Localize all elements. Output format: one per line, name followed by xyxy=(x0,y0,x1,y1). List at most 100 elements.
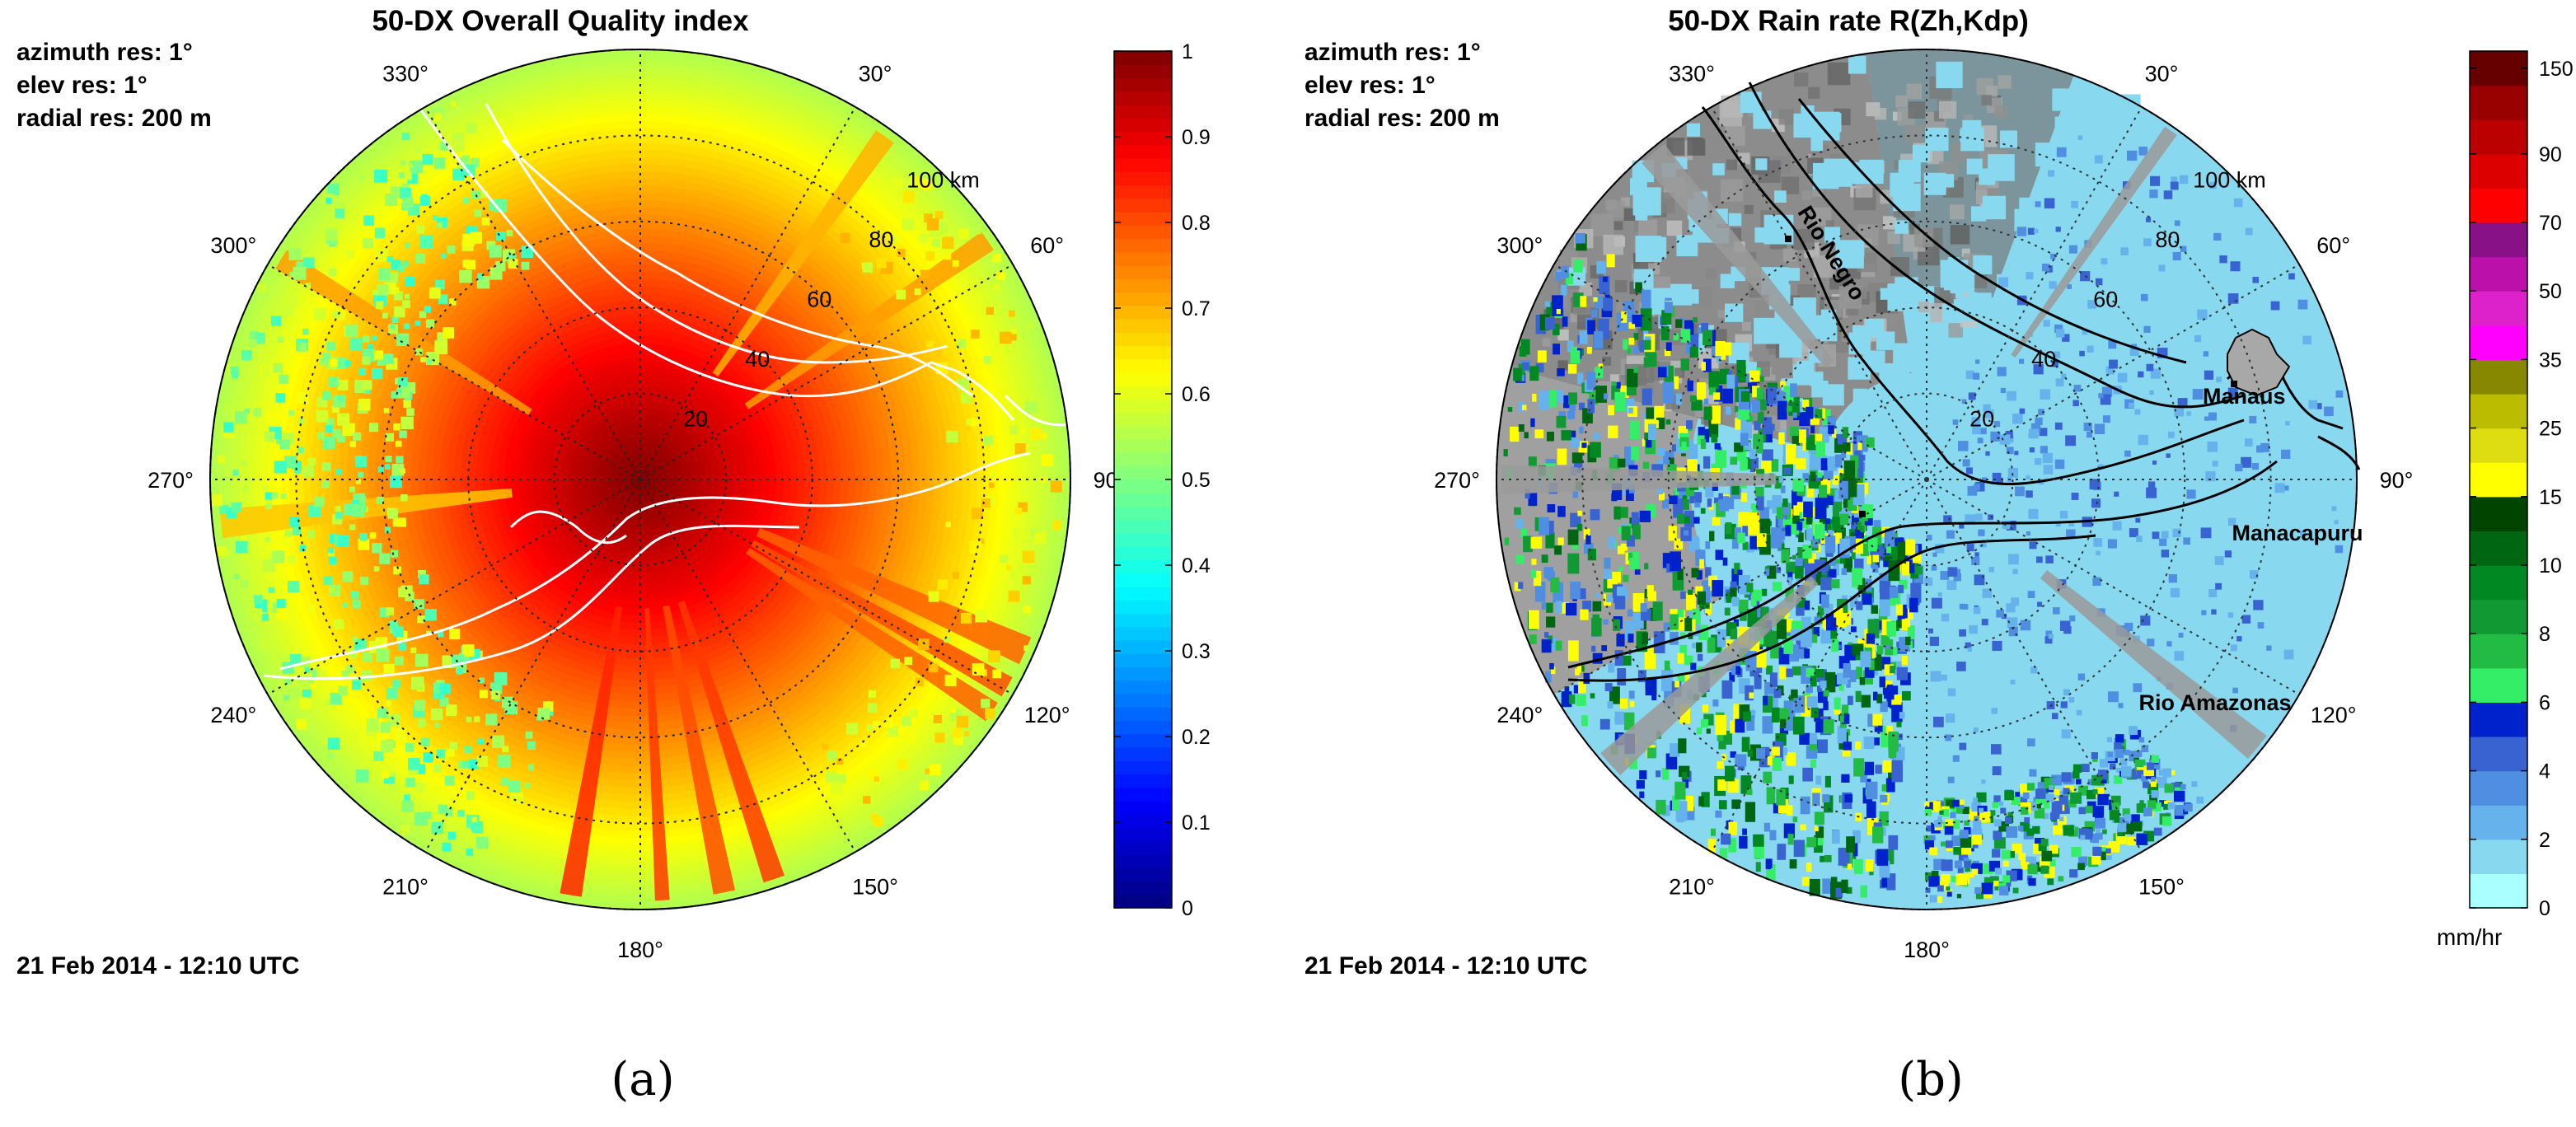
terrain-pixel xyxy=(1855,180,1873,198)
quality-pixel xyxy=(1014,443,1026,455)
rain-pixel xyxy=(1862,593,1872,606)
rain-pixel xyxy=(1712,392,1721,400)
place-label: Manacapuru xyxy=(2232,521,2363,545)
rain-pixel xyxy=(1518,423,1525,432)
rain-pixel xyxy=(1777,708,1789,722)
rain-pixel xyxy=(1946,713,1955,723)
range-ring xyxy=(1667,220,2186,739)
rain-pixel xyxy=(2140,615,2151,626)
rain-pixel xyxy=(1578,402,1585,410)
rain-pixel xyxy=(1726,592,1732,603)
rain-pixel xyxy=(1729,671,1735,682)
rain-pixel xyxy=(1923,835,1933,844)
rain-pixel xyxy=(2022,792,2030,799)
quality-pixel xyxy=(363,652,373,662)
rain-pixel xyxy=(1742,828,1747,835)
quality-pixel xyxy=(389,323,396,330)
quality-pixel xyxy=(396,388,403,395)
quality-pixel xyxy=(381,740,394,753)
rain-pixel xyxy=(1541,602,1547,610)
rain-pixel xyxy=(2028,877,2036,886)
rain-pixel xyxy=(2120,766,2132,777)
rain-pixel xyxy=(2153,827,2162,836)
rain-pixel xyxy=(1847,695,1853,705)
quality-pixel xyxy=(493,199,507,213)
rain-pixel xyxy=(1890,666,1895,674)
quality-pixel xyxy=(277,651,288,662)
rain-pixel xyxy=(2018,797,2028,807)
quality-pixel xyxy=(1020,428,1026,434)
rain-pixel xyxy=(1934,820,1942,828)
rain-pixel xyxy=(1868,659,1879,671)
rain-pixel xyxy=(1763,695,1768,706)
rain-pixel xyxy=(1750,640,1760,652)
rain-pixel xyxy=(1993,837,2006,849)
rain-pixel xyxy=(2055,378,2064,387)
azimuth-label: 240° xyxy=(1496,703,1543,727)
rain-pixel xyxy=(1777,844,1787,860)
rain-pixel xyxy=(1904,607,1913,620)
rain-pixel xyxy=(1975,359,1980,364)
rain-pixel xyxy=(1728,837,1737,853)
quality-pixel xyxy=(337,395,344,402)
rain-pixel xyxy=(1802,767,1813,782)
rain-pixel xyxy=(1843,610,1852,625)
quality-pixel xyxy=(297,343,307,352)
rain-pixel xyxy=(1577,510,1582,517)
quality-pixel xyxy=(321,353,331,362)
quality-pixel xyxy=(393,566,401,575)
rain-pixel xyxy=(2133,683,2143,693)
rain-pixel xyxy=(1780,485,1786,493)
rain-pixel xyxy=(1757,411,1764,423)
rain-pixel xyxy=(1824,562,1829,571)
rain-pixel xyxy=(1820,629,1832,644)
rain-pixel xyxy=(2274,483,2285,493)
rain-pixel xyxy=(1556,415,1567,428)
rain-pixel xyxy=(1604,393,1609,400)
terrain-pixel xyxy=(1981,95,1992,105)
rain-pixel xyxy=(1586,372,1596,390)
quality-pixel xyxy=(280,493,287,499)
rain-pixel xyxy=(2053,607,2060,615)
rain-pixel xyxy=(1617,668,1627,686)
rain-pixel xyxy=(1741,737,1750,752)
rain-pixel xyxy=(2178,633,2184,638)
rain-pixel xyxy=(2056,147,2067,157)
rain-pixel xyxy=(1965,370,1974,379)
rain-pixel xyxy=(1929,847,1938,856)
rain-pixel xyxy=(1621,526,1631,540)
rain-pixel xyxy=(1941,841,1946,847)
range-ring xyxy=(553,392,728,567)
rain-pixel xyxy=(1814,708,1824,722)
quality-pixel xyxy=(914,288,921,296)
quality-pixel xyxy=(1023,606,1031,614)
rain-pixel xyxy=(1672,376,1679,390)
rain-pixel xyxy=(1962,807,1969,815)
rain-pixel xyxy=(1815,718,1826,733)
quality-pixel xyxy=(391,316,399,323)
rain-pixel xyxy=(1698,796,1704,807)
colorbar-segment xyxy=(2470,462,2527,498)
rain-pixel xyxy=(1782,747,1787,755)
quality-pixel xyxy=(876,258,887,269)
rain-pixel xyxy=(1776,619,1787,639)
rain-pixel xyxy=(1626,535,1635,547)
rain-pixel xyxy=(2135,517,2141,523)
quality-pixel xyxy=(424,811,432,820)
rain-pixel xyxy=(1905,636,1911,646)
colorbar-tick-label: 35 xyxy=(2539,348,2562,372)
rain-pixel xyxy=(2119,758,2128,766)
rain-pixel xyxy=(1841,450,1847,459)
quality-pixel xyxy=(496,231,506,241)
rain-pixel xyxy=(2036,804,2041,809)
quality-pixel xyxy=(424,609,437,621)
rain-pixel xyxy=(2115,749,2124,759)
rain-pixel xyxy=(1520,375,1525,381)
rain-pixel xyxy=(2095,817,2106,829)
quality-pixel xyxy=(383,407,390,414)
rain-pixel xyxy=(2066,529,2076,539)
rain-pixel xyxy=(1515,554,1525,564)
azimuth-spoke xyxy=(267,264,641,480)
terrain-pixel xyxy=(1782,248,1797,263)
rain-pixel xyxy=(1823,795,1834,813)
